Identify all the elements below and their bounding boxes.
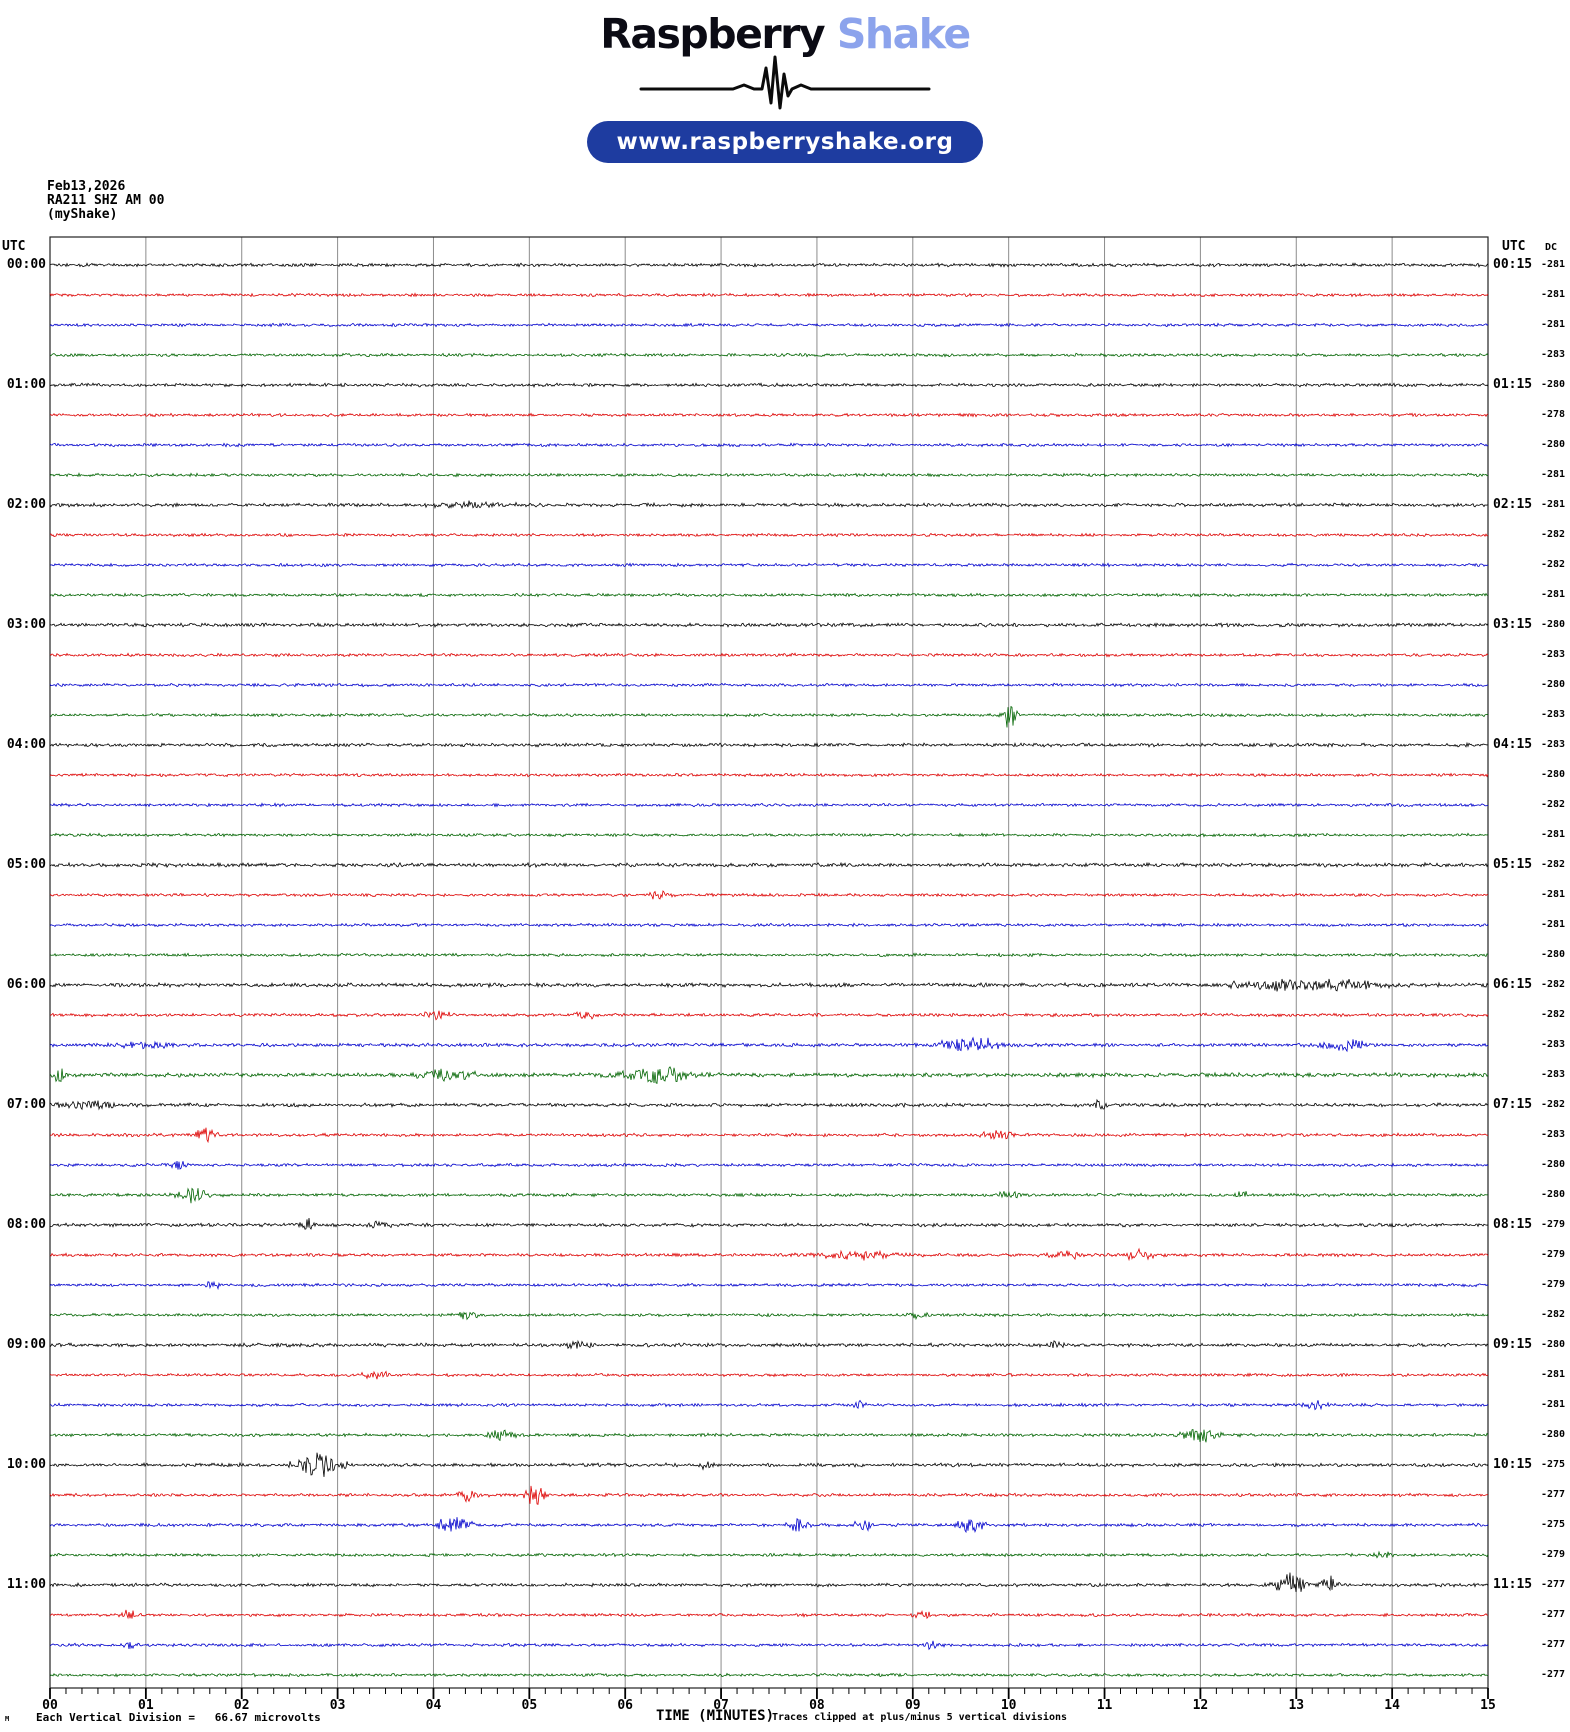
station-network: (myShake) (47, 207, 118, 222)
brand-primary: Raspberry (600, 10, 825, 58)
seismo-trace-row (49, 1187, 1489, 1204)
vertical-division-note: Each Vertical Division = 66.67 microvolt… (36, 1711, 321, 1724)
seismo-trace-row (49, 652, 1489, 658)
seismo-trace-row (49, 1428, 1489, 1443)
seismo-trace-row (49, 861, 1489, 869)
seismo-trace-row (50, 262, 1489, 268)
seismo-trace-row (49, 802, 1489, 808)
seismo-trace-row (49, 532, 1489, 538)
seismo-trace-row (49, 1161, 1489, 1170)
seismo-trace-row (49, 562, 1488, 568)
seismo-trace-row (49, 1572, 1489, 1593)
seismo-trace-row (49, 682, 1489, 688)
seismo-trace-row (49, 1010, 1489, 1021)
brand-secondary: Shake (836, 10, 971, 58)
seismo-trace-row (49, 472, 1489, 478)
footnote-marker: M (5, 1715, 10, 1723)
seismo-trace-row (49, 500, 1488, 510)
seismo-trace-row (49, 442, 1489, 448)
brand-header: Raspberry Shake www.raspberryshake.org (0, 10, 1570, 164)
seismo-trace-row (49, 592, 1489, 598)
seismo-trace-row (49, 1311, 1489, 1321)
station-date: Feb13,2026 (47, 179, 126, 194)
x-axis-title: TIME (MINUTES) (656, 1708, 775, 1724)
seismo-trace-row (49, 1218, 1489, 1230)
seismic-wave-icon (639, 55, 931, 110)
seismo-trace-row (49, 1640, 1489, 1651)
seismo-trace-row (49, 741, 1489, 748)
seismo-trace-row (49, 322, 1489, 328)
seismo-trace-row (49, 890, 1489, 900)
seismo-trace-row (49, 1370, 1489, 1380)
plot-border (49, 236, 1489, 1689)
seismo-trace-row (49, 922, 1489, 928)
station-info: Feb13,2026 RA211 SHZ AM 00 (myShake) (47, 180, 164, 222)
seismo-trace-row (49, 1399, 1489, 1411)
seismo-trace-row (49, 1672, 1489, 1678)
utc-header-right: UTC (1502, 239, 1526, 254)
seismo-trace-row (49, 1036, 1489, 1053)
seismo-trace-row (49, 1517, 1489, 1534)
seismo-trace-row (50, 382, 1489, 389)
seismo-trace-row (49, 1066, 1489, 1085)
seismo-trace-row (49, 1452, 1489, 1477)
station-id: RA211 SHZ AM 00 (47, 193, 165, 208)
seismo-trace-row (49, 705, 1489, 728)
seismo-trace-row (49, 1247, 1489, 1262)
seismo-trace-row (49, 1339, 1489, 1350)
dc-header: DC (1545, 242, 1558, 253)
seismo-trace-row (49, 622, 1489, 628)
seismo-trace-row (49, 292, 1489, 298)
seismo-trace-row (49, 978, 1489, 992)
utc-header-left: UTC (2, 239, 26, 254)
seismo-trace-row (49, 1485, 1488, 1505)
website-pill-button[interactable]: www.raspberryshake.org (586, 121, 984, 164)
seismo-trace-row (49, 352, 1489, 358)
seismo-trace-row (49, 1550, 1489, 1559)
seismo-trace-row (49, 952, 1489, 958)
seismo-trace-row (50, 1127, 1489, 1144)
seismo-trace-row (49, 412, 1489, 418)
seismo-trace-row (49, 772, 1489, 778)
clip-note: Traces clipped at plus/minus 5 vertical … (772, 1712, 1068, 1723)
seismo-trace-row (49, 1609, 1488, 1620)
brand-title: Raspberry Shake (0, 10, 1570, 58)
seismo-trace-row (49, 1280, 1489, 1291)
seismo-trace-row (49, 832, 1489, 838)
seismo-trace-row (49, 1098, 1489, 1111)
